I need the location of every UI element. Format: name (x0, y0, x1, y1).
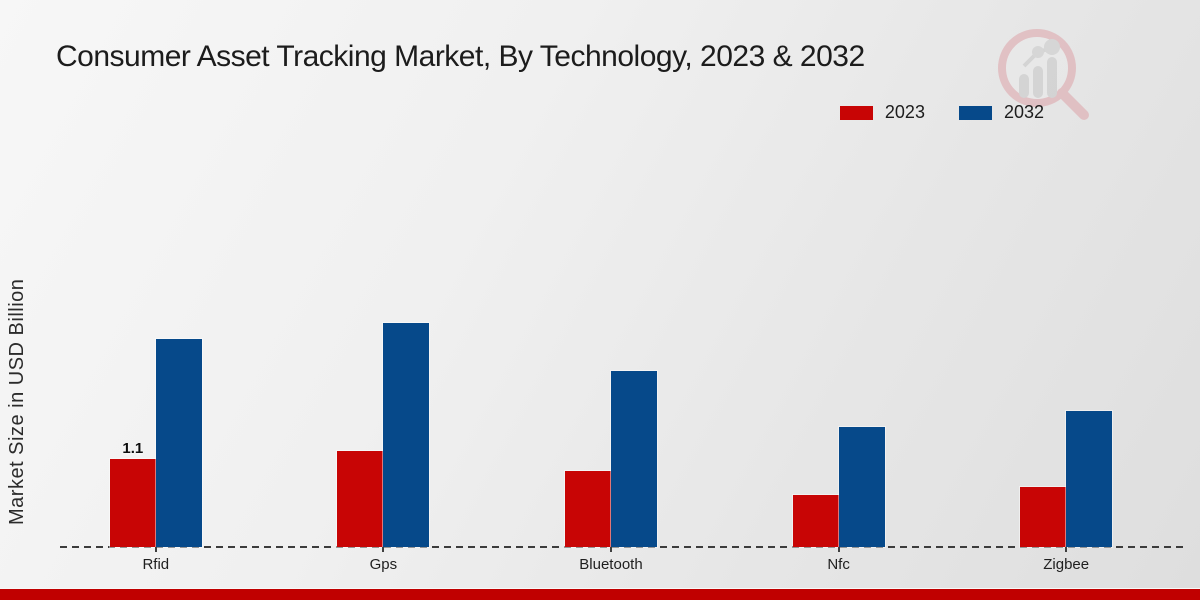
bar-group-zigbee: Zigbee (1019, 307, 1114, 573)
legend-item-2032: 2032 (958, 102, 1044, 123)
x-axis-tick-rfid (154, 547, 157, 552)
y-axis-label: Market Size in USD Billion (6, 278, 28, 526)
x-axis-tick-gps (382, 547, 385, 552)
bar-2032-nfc (837, 426, 886, 548)
x-axis-tick-zigbee (1065, 547, 1068, 552)
magnifier-bar-chart-logo-icon (998, 29, 1089, 120)
x-axis-category-label-zigbee: Zigbee (1043, 556, 1090, 573)
x-axis-tick-nfc (837, 547, 840, 552)
bar-group-bluetooth: Bluetooth (563, 307, 658, 573)
x-axis-category-label-nfc: Nfc (827, 556, 850, 573)
legend-label-2032: 2032 (1003, 102, 1044, 122)
legend-swatch-2023 (839, 105, 873, 120)
bar-2023-rfid: 1.1 (108, 440, 157, 548)
bar-2032-rfid (154, 338, 203, 548)
bar-2032-gps (382, 322, 431, 548)
bar-2032-zigbee (1065, 410, 1114, 548)
bar-2032-bluetooth (609, 370, 658, 548)
chart-title: Consumer Asset Tracking Market, By Techn… (56, 40, 865, 73)
bar-group-gps: Gps (336, 307, 431, 573)
bar-group-nfc: Nfc (791, 307, 886, 573)
chart-legend: 2023 2032 (839, 102, 1044, 123)
bar-2023-bluetooth (563, 470, 612, 548)
x-axis-category-label-gps: Gps (369, 556, 398, 573)
bar-group-rfid: 1.1 Rfid (108, 307, 203, 573)
x-axis-tick-bluetooth (609, 547, 612, 552)
footer-accent-band (0, 588, 1200, 600)
x-axis-category-label-bluetooth: Bluetooth (579, 556, 643, 573)
x-axis-baseline (60, 546, 1188, 548)
legend-label-2023: 2023 (884, 102, 925, 122)
legend-item-2023: 2023 (839, 102, 925, 123)
legend-swatch-2032 (958, 105, 992, 120)
x-axis-category-label-rfid: Rfid (142, 556, 170, 573)
bar-2023-nfc (791, 494, 840, 548)
bar-value-label-2023-rfid: 1.1 (122, 440, 144, 457)
bar-2023-gps (336, 450, 385, 548)
bar-2023-zigbee (1019, 486, 1068, 548)
plot-area: 1.1 Rfid Gps Bluetooth Nfc Zigbee (42, 307, 1180, 573)
